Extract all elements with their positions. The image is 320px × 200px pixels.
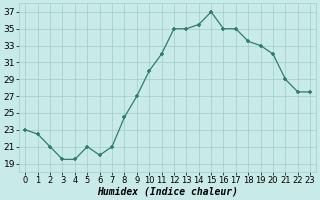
- X-axis label: Humidex (Indice chaleur): Humidex (Indice chaleur): [97, 187, 238, 197]
